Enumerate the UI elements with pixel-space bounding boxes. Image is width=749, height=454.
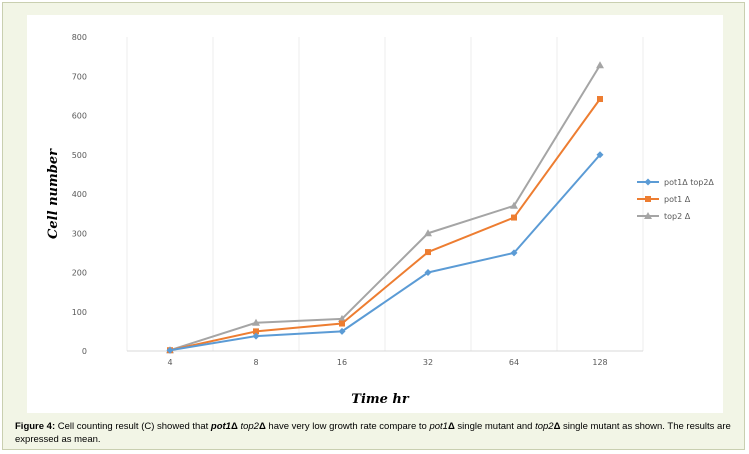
data-point xyxy=(338,327,346,335)
legend-marker xyxy=(645,196,651,202)
legend-marker xyxy=(644,178,652,186)
caption-part: Δ xyxy=(258,421,266,432)
caption-part: pot1 xyxy=(429,421,448,432)
series-line xyxy=(169,154,601,352)
legend-marker xyxy=(644,212,652,219)
caption-part: pot1 xyxy=(210,421,231,432)
x-tick-label: 64 xyxy=(509,358,519,367)
x-axis-title: Time hr xyxy=(351,392,410,407)
line-chart: 0 100 200 300 400 500 600 700 800 4 8 16 32 64 128 Cell… xyxy=(46,33,714,407)
caption-part: Δ xyxy=(553,421,561,432)
caption-label: Figure 4: xyxy=(15,421,56,432)
y-tick-label: 300 xyxy=(72,229,87,238)
caption-part: top2 xyxy=(535,421,554,432)
data-point xyxy=(339,320,345,327)
data-point xyxy=(252,332,260,340)
data-point xyxy=(252,318,260,326)
y-tick-label: 600 xyxy=(72,112,87,121)
y-tick-label: 200 xyxy=(72,269,87,278)
data-point xyxy=(597,96,603,103)
data-point xyxy=(510,201,518,209)
caption-part: single mutant and xyxy=(454,421,536,432)
data-point xyxy=(424,269,432,276)
y-axis-title: Cell number xyxy=(46,148,61,239)
legend-label: pot1Δ top2Δ xyxy=(664,178,714,187)
x-tick-label: 4 xyxy=(167,358,172,367)
data-point xyxy=(253,328,259,335)
x-tick-label: 32 xyxy=(423,358,433,367)
data-point xyxy=(511,214,517,221)
data-point xyxy=(596,61,604,69)
data-point xyxy=(424,229,432,237)
legend-label: top2 Δ xyxy=(664,212,691,221)
legend-label: pot1 Δ xyxy=(664,195,691,204)
y-tick-label: 400 xyxy=(72,190,87,199)
y-tick-label: 0 xyxy=(82,347,87,356)
data-point xyxy=(596,151,604,159)
x-tick-label: 8 xyxy=(253,358,258,367)
data-point xyxy=(338,314,346,322)
caption-part: single mutant as shown. The results are … xyxy=(15,421,731,445)
caption-part: have very low growth rate compare to xyxy=(265,421,430,432)
data-point xyxy=(166,346,174,354)
caption-part: top2 xyxy=(240,421,259,432)
x-tick-label: 128 xyxy=(592,358,607,367)
y-tick-label: 700 xyxy=(72,72,87,81)
y-tick-label: 100 xyxy=(72,308,87,317)
x-tick-label: 16 xyxy=(337,358,347,367)
figure-caption: Figure 4: Cell counting result (C) showe… xyxy=(15,420,743,446)
figure-frame: 0 100 200 300 400 500 600 700 800 4 8 16 32 64 128 Cell… xyxy=(2,2,745,450)
chart-panel: 0 100 200 300 400 500 600 700 800 4 8 16 32 64 128 Cell… xyxy=(27,15,723,413)
series-line xyxy=(169,64,601,352)
data-point xyxy=(510,249,518,257)
y-tick-label: 800 xyxy=(72,33,87,42)
caption-text: Cell counting result (C) showed that pot… xyxy=(15,421,731,445)
caption-part: Δ xyxy=(230,421,238,432)
caption-part: Δ xyxy=(447,421,455,432)
data-point xyxy=(425,249,431,256)
series-line xyxy=(169,98,601,352)
y-tick-label: 500 xyxy=(72,151,87,160)
caption-part: Cell counting result (C) showed that xyxy=(55,421,211,432)
